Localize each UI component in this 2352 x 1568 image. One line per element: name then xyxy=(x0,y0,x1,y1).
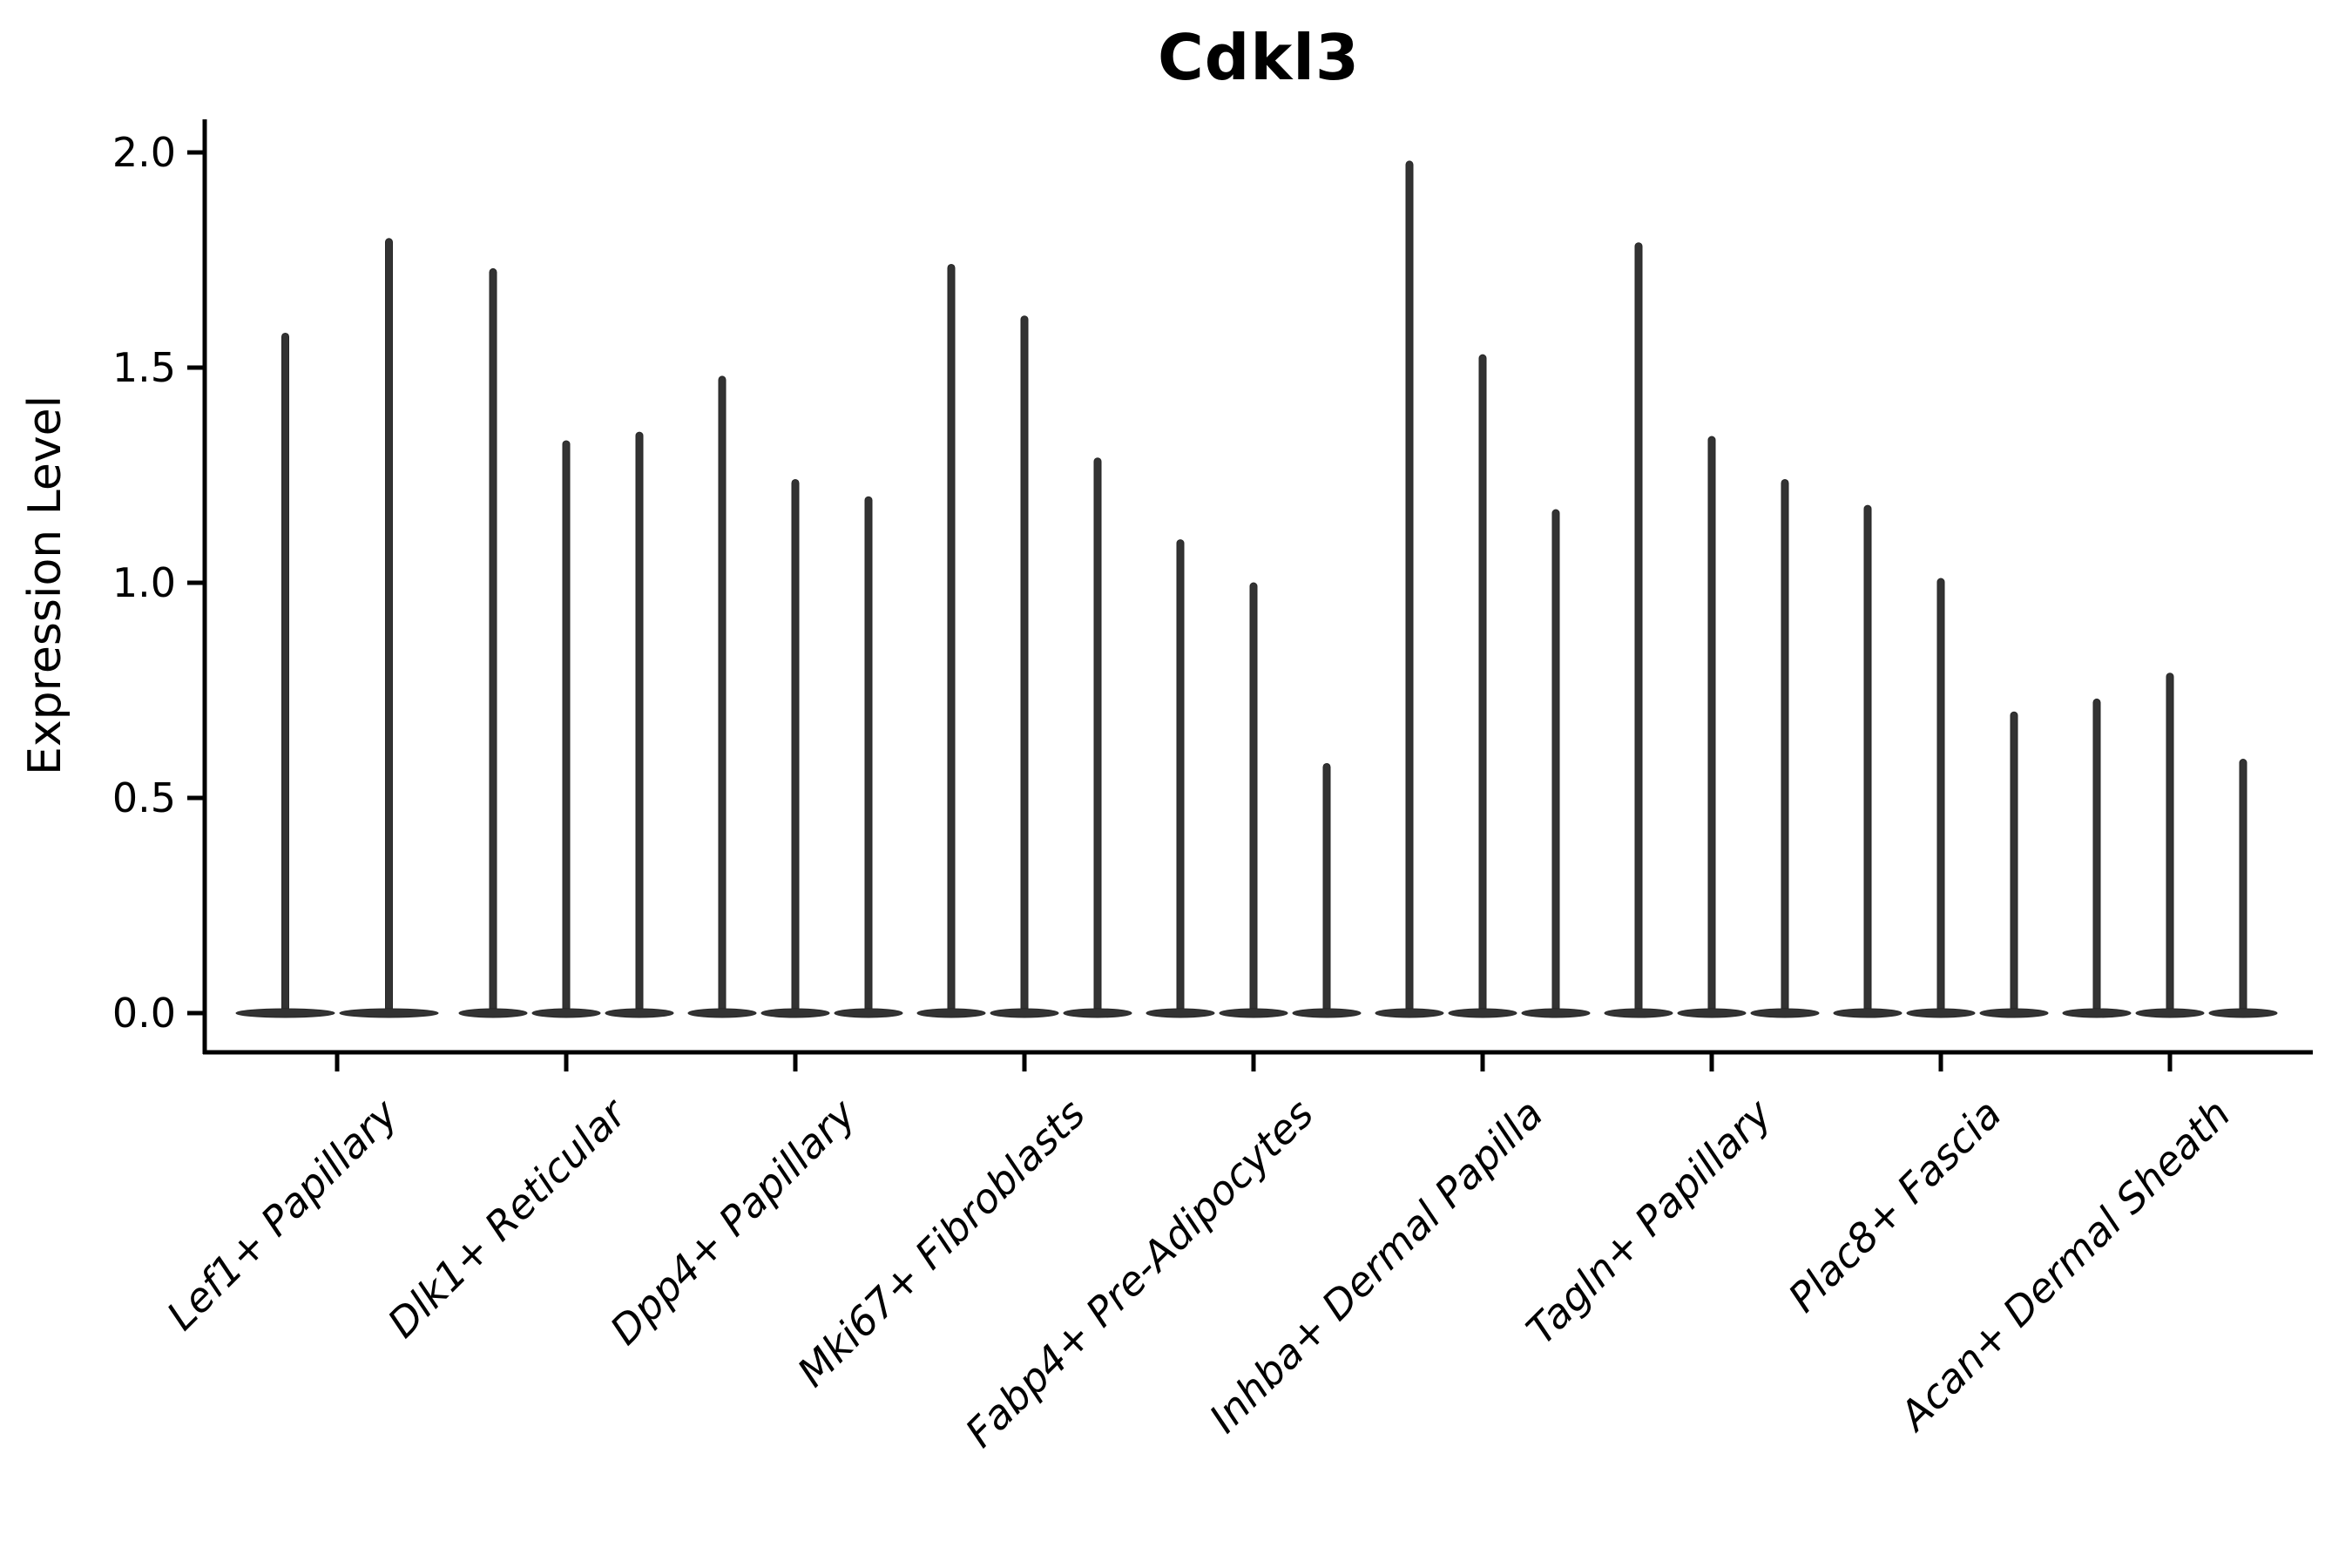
violin-base xyxy=(1833,1008,1903,1018)
axes-spines xyxy=(202,119,2313,1055)
violin-base xyxy=(2208,1008,2278,1018)
violin-tail xyxy=(1863,504,1872,1014)
violin-tail xyxy=(947,263,956,1014)
ytick-label: 0.5 xyxy=(112,774,176,821)
violin-tail xyxy=(489,267,497,1014)
violin-base xyxy=(1979,1008,2049,1018)
violin-tail xyxy=(1322,762,1331,1014)
chart-title: Cdkl3 xyxy=(1157,21,1361,94)
violin-tail xyxy=(1020,315,1029,1014)
violin-base xyxy=(1906,1008,1976,1018)
violin-base xyxy=(458,1008,528,1018)
violin-base xyxy=(760,1008,830,1018)
violin-base xyxy=(916,1008,986,1018)
violin-base xyxy=(687,1008,757,1018)
violin-base xyxy=(2062,1008,2132,1018)
violin-tail xyxy=(718,375,727,1014)
violin-base xyxy=(1604,1008,1673,1018)
violin-tail xyxy=(791,478,800,1014)
violin-base xyxy=(1750,1008,1820,1018)
violin-tail xyxy=(562,440,571,1014)
violin-base xyxy=(531,1008,601,1018)
ytick-label: 1.0 xyxy=(112,559,176,606)
violin-base xyxy=(2135,1008,2205,1018)
violin-tail xyxy=(2092,698,2101,1014)
ytick-label: 2.0 xyxy=(112,129,176,176)
violin-tail xyxy=(1093,457,1102,1014)
violin-tail xyxy=(385,238,393,1014)
violin-tail xyxy=(1707,436,1716,1014)
violin-base xyxy=(990,1008,1059,1018)
violin-base xyxy=(605,1008,674,1018)
violin-base xyxy=(1677,1008,1747,1018)
violin-base xyxy=(1375,1008,1444,1018)
violin-tail xyxy=(1176,539,1185,1014)
violin-tail xyxy=(1634,242,1643,1014)
violin-tail xyxy=(1478,354,1487,1014)
ytick-label: 1.5 xyxy=(112,344,176,391)
violin-base xyxy=(1292,1008,1362,1018)
violin-tail xyxy=(635,431,644,1014)
violin-tail xyxy=(1249,582,1258,1014)
violin-tail xyxy=(2166,672,2174,1014)
violin-tail xyxy=(2239,759,2247,1014)
violin-shapes xyxy=(235,160,2278,1018)
violin-base xyxy=(1521,1008,1591,1018)
violin-tail xyxy=(1781,478,1789,1014)
ytick-label: 0.0 xyxy=(112,990,176,1037)
violin-tail xyxy=(281,332,289,1014)
violin-tail xyxy=(2010,711,2018,1014)
violin-tail xyxy=(864,496,873,1014)
violin-tail xyxy=(1405,160,1414,1014)
violin-tail xyxy=(1936,578,1945,1014)
violin-base xyxy=(1063,1008,1132,1018)
violin-base xyxy=(1448,1008,1517,1018)
violin-tail xyxy=(1551,509,1560,1014)
axis-ticks xyxy=(187,150,2173,1071)
violin-base xyxy=(1146,1008,1215,1018)
violin-base xyxy=(339,1008,439,1018)
violin-base xyxy=(1219,1008,1288,1018)
violin-base xyxy=(235,1008,335,1018)
violin-base xyxy=(834,1008,903,1018)
